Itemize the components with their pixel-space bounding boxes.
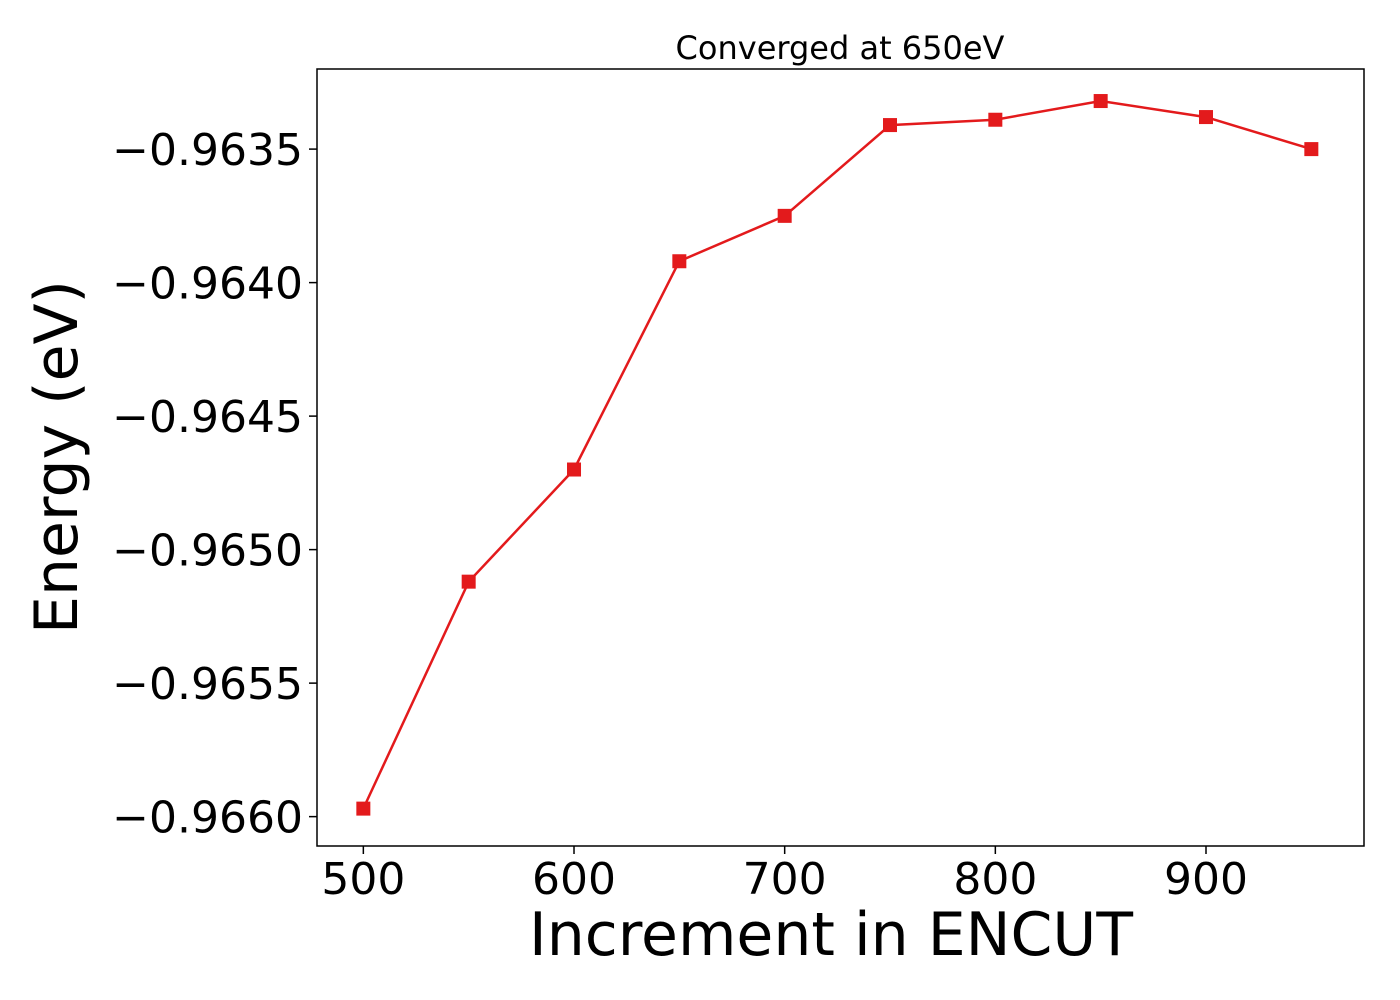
plot-area-frame xyxy=(316,68,1365,847)
y-tick-label: −0.9655 xyxy=(112,659,303,710)
y-tick-label: −0.9650 xyxy=(112,526,303,577)
data-point-900 xyxy=(1199,110,1214,125)
data-point-850 xyxy=(1093,94,1108,109)
data-point-800 xyxy=(988,112,1003,127)
series-markers xyxy=(356,94,1319,816)
y-axis-ticks: −0.9660 −0.9655 −0.9650 −0.9645 −0.9640 −0.96… xyxy=(112,125,317,844)
chart-title: Converged at 650eV xyxy=(676,29,1005,67)
y-tick-label: −0.9640 xyxy=(112,259,303,310)
x-tick-label: 900 xyxy=(1164,854,1248,905)
data-point-950 xyxy=(1304,142,1319,157)
data-point-500 xyxy=(356,801,371,816)
data-point-750 xyxy=(883,118,898,133)
x-tick-label: 600 xyxy=(532,854,616,905)
data-point-600 xyxy=(567,462,582,477)
x-tick-label: 800 xyxy=(953,854,1037,905)
y-tick-label: −0.9635 xyxy=(112,125,303,176)
y-axis-label: Energy (eV) xyxy=(22,280,92,634)
data-point-700 xyxy=(777,208,792,223)
data-point-650 xyxy=(672,254,687,269)
series-line xyxy=(362,99,1312,810)
data-point-550 xyxy=(461,574,476,589)
x-tick-label: 500 xyxy=(321,854,405,905)
x-tick-label: 700 xyxy=(743,854,827,905)
x-axis-ticks: 500 600 700 800 900 xyxy=(321,846,1248,905)
y-tick-label: −0.9660 xyxy=(112,793,303,844)
y-tick-label: −0.9645 xyxy=(112,392,303,443)
x-axis-label: Increment in ENCUT xyxy=(529,900,1133,970)
